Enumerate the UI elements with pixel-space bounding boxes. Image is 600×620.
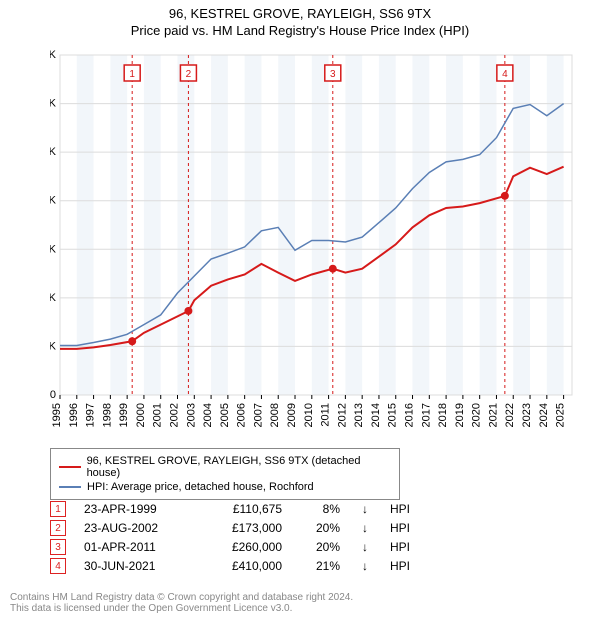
svg-text:2025: 2025 <box>555 403 567 427</box>
footer-attribution: Contains HM Land Registry data © Crown c… <box>10 592 353 614</box>
svg-text:£300K: £300K <box>50 243 57 255</box>
svg-text:2003: 2003 <box>185 403 197 427</box>
tx-marker: 3 <box>50 539 66 555</box>
svg-text:£500K: £500K <box>50 146 57 158</box>
chart-container: 96, KESTREL GROVE, RAYLEIGH, SS6 9TX Pri… <box>0 0 600 620</box>
legend-swatch <box>59 486 81 488</box>
svg-text:2021: 2021 <box>487 403 499 427</box>
tx-date: 30-JUN-2021 <box>84 559 184 573</box>
svg-text:2015: 2015 <box>387 403 399 427</box>
svg-text:1998: 1998 <box>101 403 113 427</box>
legend-item-property: 96, KESTREL GROVE, RAYLEIGH, SS6 9TX (de… <box>59 455 391 479</box>
svg-text:2009: 2009 <box>286 403 298 427</box>
svg-text:2007: 2007 <box>252 403 264 427</box>
tx-marker: 2 <box>50 520 66 536</box>
svg-text:2016: 2016 <box>404 403 416 427</box>
svg-text:1996: 1996 <box>68 403 80 427</box>
svg-text:2019: 2019 <box>454 403 466 427</box>
legend-item-hpi: HPI: Average price, detached house, Roch… <box>59 481 391 493</box>
tx-vs: HPI <box>390 540 420 554</box>
title-address: 96, KESTREL GROVE, RAYLEIGH, SS6 9TX <box>0 6 600 21</box>
svg-text:1995: 1995 <box>51 403 63 427</box>
svg-text:2010: 2010 <box>303 403 315 427</box>
tx-marker: 4 <box>50 558 66 574</box>
tx-vs: HPI <box>390 502 420 516</box>
svg-text:1: 1 <box>129 69 135 80</box>
svg-text:2008: 2008 <box>269 403 281 427</box>
svg-text:£200K: £200K <box>50 292 57 304</box>
svg-text:2022: 2022 <box>504 403 516 427</box>
tx-pct: 20% <box>300 540 340 554</box>
tx-pct: 20% <box>300 521 340 535</box>
title-block: 96, KESTREL GROVE, RAYLEIGH, SS6 9TX Pri… <box>0 0 600 38</box>
svg-text:1999: 1999 <box>118 403 130 427</box>
svg-text:2000: 2000 <box>135 403 147 427</box>
legend-label: HPI: Average price, detached house, Roch… <box>87 481 314 493</box>
svg-text:2012: 2012 <box>336 403 348 427</box>
tx-price: £410,000 <box>202 559 282 573</box>
tx-date: 01-APR-2011 <box>84 540 184 554</box>
svg-text:2001: 2001 <box>152 403 164 427</box>
svg-text:2013: 2013 <box>353 403 365 427</box>
down-arrow-icon: ↓ <box>358 540 372 554</box>
svg-text:£400K: £400K <box>50 195 57 207</box>
legend: 96, KESTREL GROVE, RAYLEIGH, SS6 9TX (de… <box>50 448 400 500</box>
svg-text:2023: 2023 <box>521 403 533 427</box>
svg-text:2005: 2005 <box>219 403 231 427</box>
table-row: 2 23-AUG-2002 £173,000 20% ↓ HPI <box>50 520 420 536</box>
legend-swatch <box>59 466 81 468</box>
svg-text:1997: 1997 <box>85 403 97 427</box>
svg-text:£600K: £600K <box>50 98 57 110</box>
svg-text:2004: 2004 <box>202 403 214 427</box>
chart-plot-area: £0£100K£200K£300K£400K£500K£600K£700K199… <box>50 50 580 400</box>
svg-text:2011: 2011 <box>320 403 332 427</box>
table-row: 1 23-APR-1999 £110,675 8% ↓ HPI <box>50 501 420 517</box>
tx-pct: 8% <box>300 502 340 516</box>
title-subtitle: Price paid vs. HM Land Registry's House … <box>0 23 600 38</box>
svg-text:£0: £0 <box>50 389 56 401</box>
svg-text:4: 4 <box>502 69 508 80</box>
down-arrow-icon: ↓ <box>358 521 372 535</box>
tx-marker: 1 <box>50 501 66 517</box>
svg-text:3: 3 <box>330 69 336 80</box>
svg-text:2024: 2024 <box>538 403 550 427</box>
chart-svg: £0 £100K £200K £300K £400K £500K £600K £700K 199… <box>50 50 580 440</box>
footer-line: This data is licensed under the Open Gov… <box>10 603 353 614</box>
svg-text:2014: 2014 <box>370 403 382 427</box>
tx-vs: HPI <box>390 559 420 573</box>
tx-date: 23-AUG-2002 <box>84 521 184 535</box>
svg-text:2: 2 <box>186 69 192 80</box>
tx-date: 23-APR-1999 <box>84 502 184 516</box>
svg-text:2017: 2017 <box>420 403 432 427</box>
tx-price: £110,675 <box>202 502 282 516</box>
tx-price: £260,000 <box>202 540 282 554</box>
tx-pct: 21% <box>300 559 340 573</box>
tx-price: £173,000 <box>202 521 282 535</box>
down-arrow-icon: ↓ <box>358 559 372 573</box>
svg-text:£100K: £100K <box>50 340 57 352</box>
svg-text:2020: 2020 <box>471 403 483 427</box>
down-arrow-icon: ↓ <box>358 502 372 516</box>
tx-vs: HPI <box>390 521 420 535</box>
footer-line: Contains HM Land Registry data © Crown c… <box>10 592 353 603</box>
svg-text:2006: 2006 <box>236 403 248 427</box>
transaction-table: 1 23-APR-1999 £110,675 8% ↓ HPI 2 23-AUG… <box>50 498 420 577</box>
svg-text:£700K: £700K <box>50 50 57 61</box>
legend-label: 96, KESTREL GROVE, RAYLEIGH, SS6 9TX (de… <box>87 455 391 479</box>
svg-text:2002: 2002 <box>169 403 181 427</box>
table-row: 4 30-JUN-2021 £410,000 21% ↓ HPI <box>50 558 420 574</box>
svg-text:2018: 2018 <box>437 403 449 427</box>
table-row: 3 01-APR-2011 £260,000 20% ↓ HPI <box>50 539 420 555</box>
